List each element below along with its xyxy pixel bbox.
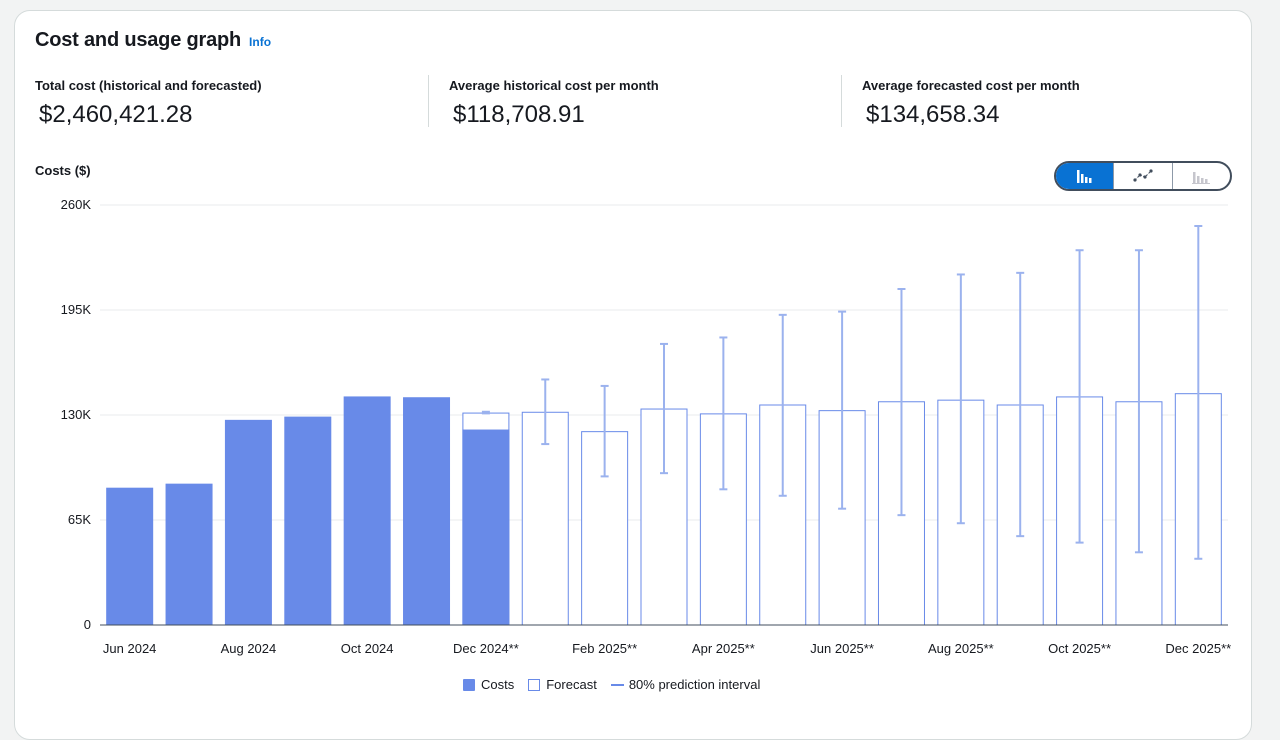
avg-forecast-label: Average forecasted cost per month	[862, 78, 1080, 93]
x-tick-label: Dec 2025**	[1165, 641, 1231, 656]
y-tick-label: 130K	[61, 407, 92, 422]
legend-forecast-swatch	[528, 678, 541, 691]
x-tick-label: Feb 2025**	[572, 641, 637, 656]
legend-interval[interactable]: 80% prediction interval	[610, 677, 761, 692]
x-tick-label: Aug 2024	[221, 641, 277, 656]
chart-legend: Costs Forecast 80% prediction interval	[463, 677, 774, 692]
total-cost-metric: Total cost (historical and forecasted) $…	[35, 75, 415, 128]
x-tick-label: Apr 2025**	[692, 641, 755, 656]
metrics-row: Total cost (historical and forecasted) $…	[35, 75, 1235, 128]
legend-interval-swatch	[610, 683, 624, 686]
y-tick-label: 65K	[68, 512, 91, 527]
legend-forecast-label: Forecast	[546, 677, 597, 692]
total-cost-value: $2,460,421.28	[39, 101, 193, 128]
legend-costs-swatch	[463, 678, 475, 691]
legend-interval-label: 80% prediction interval	[628, 677, 761, 692]
cost-bar	[165, 483, 213, 625]
cost-bar	[403, 397, 451, 625]
info-link[interactable]: Info	[249, 35, 272, 49]
cost-usage-panel: Cost and usage graph Info Total cost (hi…	[14, 10, 1252, 740]
total-cost-label: Total cost (historical and forecasted)	[35, 78, 262, 93]
avg-historical-label: Average historical cost per month	[449, 78, 659, 93]
y-axis-title: Costs ($)	[35, 163, 91, 178]
avg-historical-value: $118,708.91	[453, 101, 585, 128]
x-tick-label: Oct 2025**	[1048, 641, 1111, 656]
x-tick-label: Jun 2024	[103, 641, 157, 656]
cost-bar	[106, 487, 154, 625]
y-tick-label: 260K	[61, 197, 92, 212]
x-tick-label: Aug 2025**	[928, 641, 994, 656]
legend-costs-label: Costs	[481, 677, 515, 692]
legend-forecast[interactable]: Forecast	[528, 677, 597, 692]
line-chart-option[interactable]	[1114, 163, 1173, 189]
forecast-bar	[521, 411, 569, 626]
y-tick-label: 195K	[61, 302, 92, 317]
line-chart-icon	[1133, 169, 1153, 182]
bar-chart-option[interactable]	[1056, 163, 1115, 189]
stacked-bar-chart-icon	[1192, 172, 1211, 184]
avg-forecast-value: $134,658.34	[866, 101, 1000, 128]
chart-type-toggle	[1054, 161, 1232, 191]
legend-costs[interactable]: Costs	[463, 677, 514, 692]
cost-bar-chart: 0 65K 130K 195K 260K Jun 2024 Aug 2024 Oct 2024…	[61, 197, 1232, 656]
panel-header: Cost and usage graph Info	[35, 29, 271, 52]
avg-historical-metric: Average historical cost per month $118,7…	[428, 75, 819, 128]
y-tick-label: 0	[84, 617, 91, 632]
cost-bar	[224, 419, 272, 625]
panel-title: Cost and usage graph	[35, 29, 242, 51]
avg-forecast-metric: Average forecasted cost per month $134,6…	[841, 75, 1222, 128]
cost-bar	[462, 429, 510, 625]
x-tick-label: Jun 2025**	[810, 641, 874, 656]
x-tick-label: Dec 2024**	[453, 641, 519, 656]
bar-chart-icon	[1076, 170, 1092, 183]
cost-bar	[343, 396, 391, 625]
cost-bar	[284, 416, 332, 625]
x-tick-label: Oct 2024	[341, 641, 394, 656]
stacked-bar-chart-option[interactable]	[1173, 163, 1230, 189]
